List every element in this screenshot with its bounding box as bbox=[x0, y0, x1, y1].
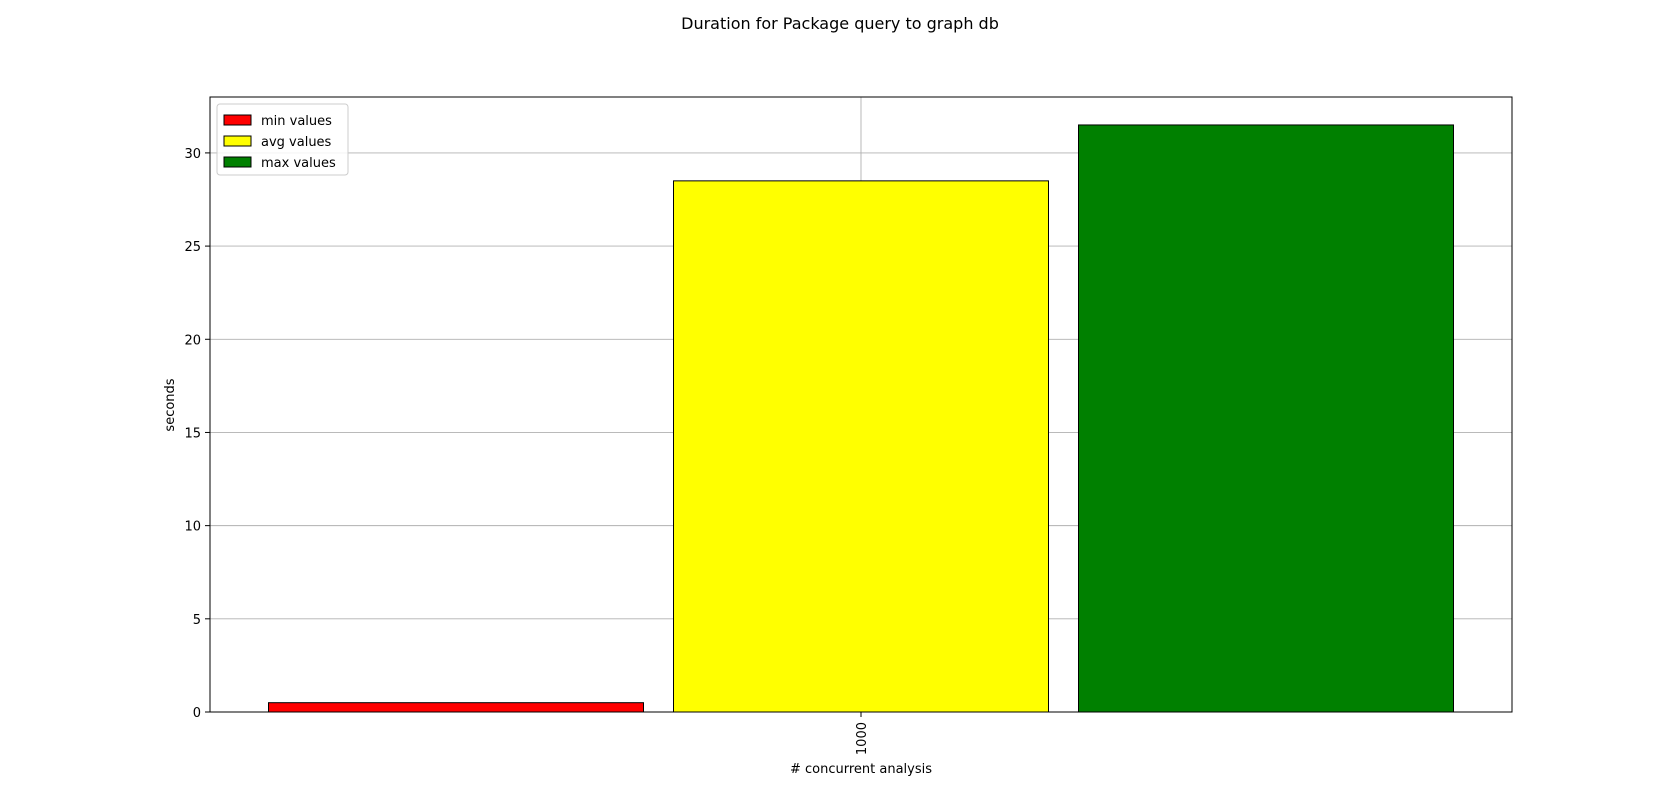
y-tick-label: 5 bbox=[193, 613, 201, 628]
legend-label-avg-values: avg values bbox=[261, 135, 332, 150]
bar-max-values bbox=[1078, 124, 1454, 713]
y-tick-label: 20 bbox=[184, 333, 201, 348]
y-tick-label: 10 bbox=[184, 520, 201, 535]
legend-swatch-max-values bbox=[223, 156, 252, 168]
bar-min-values bbox=[268, 702, 644, 713]
legend: min values avg values max values bbox=[216, 103, 349, 176]
x-axis-label: # concurrent analysis bbox=[790, 762, 932, 777]
y-axis-label: seconds bbox=[163, 378, 178, 431]
y-tick-label: 0 bbox=[193, 706, 201, 721]
y-tick-label: 30 bbox=[184, 147, 201, 162]
axes-layer: 1000 0 5 10 15 20 25 30 bbox=[184, 96, 1513, 755]
legend-swatch-avg-values bbox=[223, 135, 252, 147]
plot-frame bbox=[209, 96, 1513, 713]
chart-title: Duration for Package query to graph db bbox=[681, 14, 999, 33]
bars-layer bbox=[268, 124, 1454, 713]
y-tick-label: 25 bbox=[184, 240, 201, 255]
legend-label-max-values: max values bbox=[261, 156, 336, 171]
legend-swatch-min-values bbox=[223, 114, 252, 126]
y-tick-label: 15 bbox=[184, 426, 201, 441]
legend-label-min-values: min values bbox=[261, 114, 332, 129]
x-tick-label: 1000 bbox=[855, 722, 870, 755]
bar-avg-values bbox=[673, 180, 1049, 713]
